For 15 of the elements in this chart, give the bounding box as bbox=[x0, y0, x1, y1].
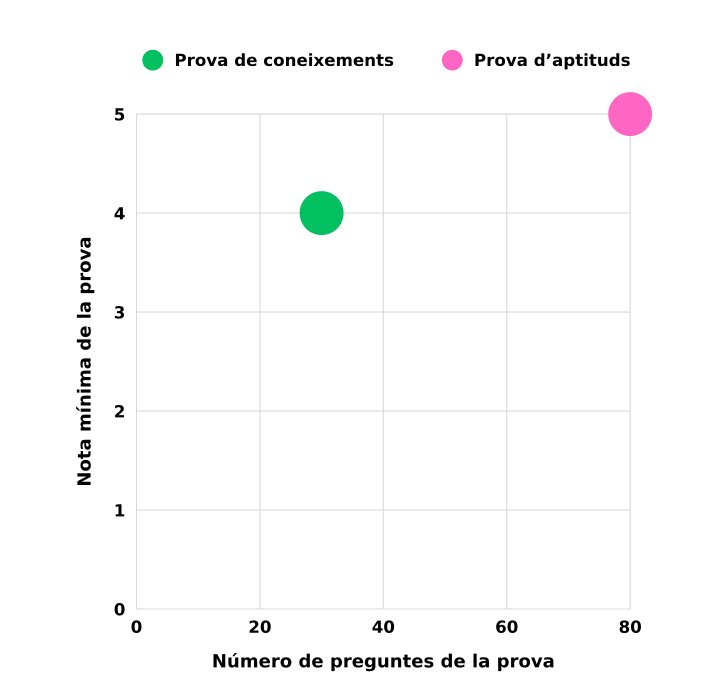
x-tick-label: 60 bbox=[496, 620, 518, 634]
x-tick-label: 80 bbox=[620, 620, 641, 634]
y-tick-label: 2 bbox=[115, 405, 124, 418]
y-tick-label: 0 bbox=[114, 602, 125, 616]
x-axis-title: Número de preguntes de la prova bbox=[213, 652, 554, 672]
legend-label: Prova de coneixements bbox=[176, 53, 394, 66]
y-axis-title: Nota mínima de la prova bbox=[76, 238, 94, 486]
y-tick-label: 1 bbox=[116, 504, 124, 516]
x-tick-label: 0 bbox=[131, 620, 142, 634]
y-tick-label: 3 bbox=[114, 306, 124, 319]
x-tick-label: 40 bbox=[372, 620, 394, 634]
legend-label: Prova d’aptituds bbox=[475, 53, 630, 70]
x-tick-label: 20 bbox=[250, 620, 271, 634]
y-tick-label: 4 bbox=[114, 207, 125, 220]
y-tick-label: 5 bbox=[115, 108, 124, 121]
